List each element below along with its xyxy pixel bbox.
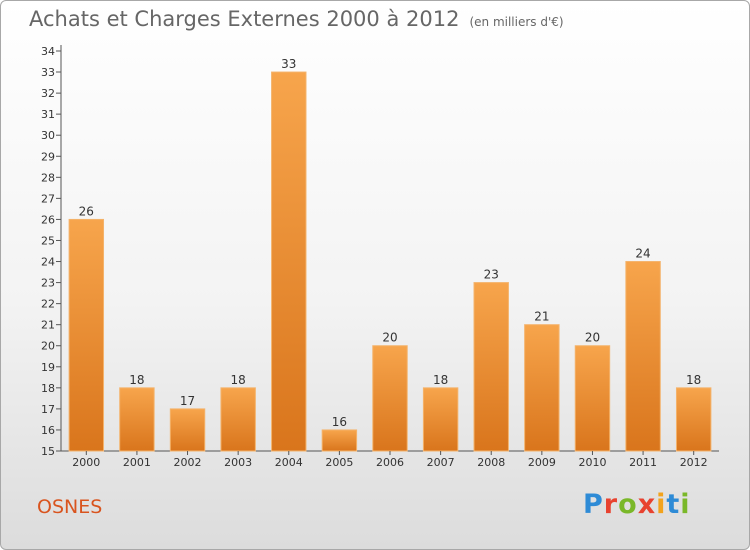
bar bbox=[625, 261, 661, 452]
x-tick-label: 2000 bbox=[72, 456, 100, 469]
y-tick-label: 21 bbox=[41, 319, 55, 332]
y-tick-label: 27 bbox=[41, 192, 55, 205]
x-tick-label: 2010 bbox=[578, 456, 606, 469]
y-tick-label: 18 bbox=[41, 382, 55, 395]
y-tick-label: 28 bbox=[41, 171, 55, 184]
bar bbox=[473, 282, 509, 452]
bar-value-label: 23 bbox=[484, 268, 499, 282]
x-tick-label: 2008 bbox=[477, 456, 505, 469]
bar bbox=[422, 387, 459, 452]
bar bbox=[675, 387, 712, 452]
bar-value-label: 18 bbox=[433, 373, 448, 387]
bar bbox=[321, 429, 358, 452]
bar bbox=[372, 345, 408, 452]
y-tick-label: 33 bbox=[41, 66, 55, 79]
bar-value-label: 16 bbox=[332, 415, 347, 429]
chart-subtitle: (en milliers d'€) bbox=[469, 15, 564, 29]
y-tick-label: 16 bbox=[41, 424, 55, 437]
bar-value-label: 24 bbox=[635, 247, 650, 261]
brand-letter: r bbox=[603, 489, 619, 520]
x-tick-label: 2007 bbox=[427, 456, 455, 469]
chart-title-block: Achats et Charges Externes 2000 à 2012 (e… bbox=[29, 7, 564, 31]
bar bbox=[574, 345, 611, 452]
bar-value-label: 20 bbox=[585, 331, 600, 345]
x-tick-label: 2009 bbox=[528, 456, 556, 469]
bar-value-label: 18 bbox=[686, 373, 701, 387]
y-tick-label: 22 bbox=[41, 298, 55, 311]
y-tick-label: 19 bbox=[41, 361, 55, 374]
x-tick-label: 2004 bbox=[275, 456, 303, 469]
y-tick-label: 29 bbox=[41, 150, 55, 163]
y-tick-label: 20 bbox=[41, 340, 55, 353]
brand-letter: i bbox=[656, 489, 667, 520]
bar-value-label: 18 bbox=[231, 373, 246, 387]
bar bbox=[220, 387, 256, 452]
y-tick-label: 34 bbox=[41, 45, 55, 58]
brand-letter: i bbox=[680, 489, 691, 520]
commune-name: OSNES bbox=[37, 496, 103, 518]
brand-letter: t bbox=[666, 489, 681, 520]
brand-letter: o bbox=[618, 489, 638, 520]
bar-value-label: 20 bbox=[382, 331, 397, 345]
y-tick-label: 31 bbox=[41, 108, 55, 121]
x-tick-label: 2011 bbox=[629, 456, 657, 469]
y-tick-label: 23 bbox=[41, 277, 55, 290]
x-tick-label: 2005 bbox=[325, 456, 353, 469]
bar bbox=[169, 408, 206, 452]
brand-letter: x bbox=[637, 489, 657, 520]
bar-value-label: 21 bbox=[534, 310, 549, 324]
bar bbox=[524, 324, 560, 452]
bar bbox=[271, 71, 307, 452]
y-tick-label: 25 bbox=[41, 234, 55, 247]
y-tick-label: 26 bbox=[41, 213, 55, 226]
bar-value-label: 18 bbox=[129, 373, 144, 387]
y-tick-label: 30 bbox=[41, 129, 55, 142]
x-tick-label: 2002 bbox=[174, 456, 202, 469]
y-tick-label: 17 bbox=[41, 403, 55, 416]
bar-value-label: 33 bbox=[281, 57, 296, 71]
x-tick-label: 2003 bbox=[224, 456, 252, 469]
brand-logo: Proxiti bbox=[583, 489, 691, 520]
bar bbox=[68, 218, 105, 452]
x-tick-label: 2006 bbox=[376, 456, 404, 469]
y-tick-label: 24 bbox=[41, 256, 55, 269]
chart-title: Achats et Charges Externes 2000 à 2012 bbox=[29, 7, 460, 31]
x-tick-label: 2012 bbox=[680, 456, 708, 469]
brand-letter: P bbox=[583, 489, 604, 520]
bar bbox=[119, 387, 155, 452]
bar-value-label: 17 bbox=[180, 394, 195, 408]
y-tick-label: 15 bbox=[41, 445, 55, 458]
y-tick-label: 32 bbox=[41, 87, 55, 100]
bar-value-label: 26 bbox=[79, 204, 94, 218]
x-tick-label: 2001 bbox=[123, 456, 151, 469]
